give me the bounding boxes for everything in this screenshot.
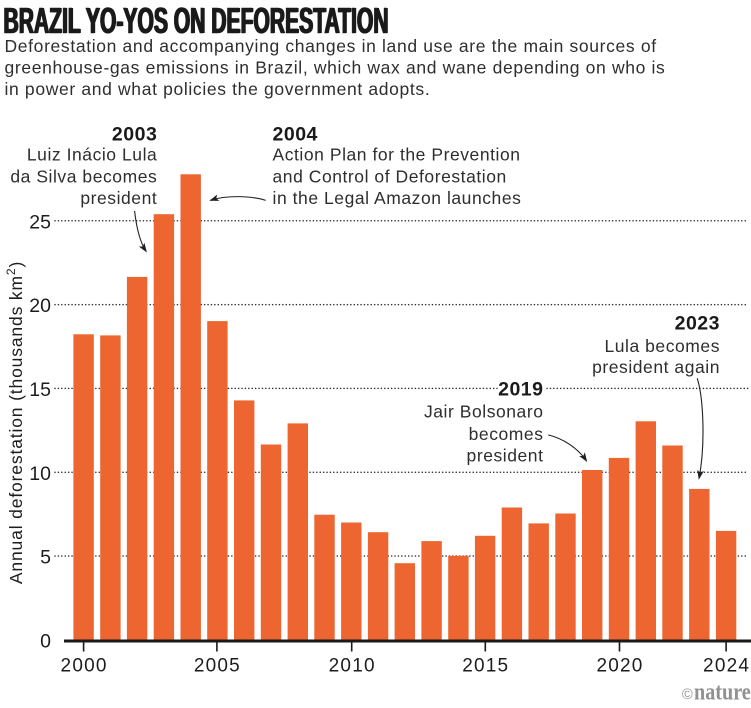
svg-text:BRAZIL YO-YOS ON DEFORESTATION: BRAZIL YO-YOS ON DEFORESTATION	[3, 1, 388, 41]
svg-text:5: 5	[40, 547, 51, 569]
svg-text:Deforestation and accompanying: Deforestation and accompanying changes i…	[5, 36, 657, 56]
svg-text:president again: president again	[592, 357, 720, 377]
svg-text:and Control of Deforestation: and Control of Deforestation	[273, 166, 507, 186]
svg-text:nature: nature	[694, 678, 751, 705]
svg-text:2023: 2023	[675, 313, 720, 335]
svg-text:25: 25	[29, 211, 51, 233]
svg-text:2004: 2004	[273, 123, 318, 145]
svg-text:president: president	[80, 188, 157, 208]
svg-text:Action Plan for the Prevention: Action Plan for the Prevention	[273, 145, 521, 165]
svg-text:Jair Bolsonaro: Jair Bolsonaro	[424, 402, 544, 422]
svg-text:president: president	[467, 446, 544, 466]
svg-text:2024: 2024	[703, 656, 750, 677]
svg-text:da Silva becomes: da Silva becomes	[10, 166, 157, 186]
svg-text:BRAZIL YO-YOS ON DEFORESTATION: BRAZIL YO-YOS ON DEFORESTATION	[4, 1, 389, 41]
svg-text:20: 20	[29, 295, 51, 317]
svg-text:10: 10	[29, 463, 51, 485]
svg-text:2020: 2020	[596, 656, 643, 677]
svg-text:2000: 2000	[61, 656, 108, 677]
svg-text:Lula becomes: Lula becomes	[604, 336, 720, 356]
svg-text:0: 0	[40, 630, 51, 652]
svg-text:2005: 2005	[194, 656, 241, 677]
svg-text:2019: 2019	[498, 378, 543, 400]
svg-text:in the Legal Amazon launches: in the Legal Amazon launches	[273, 188, 522, 208]
svg-text:Annual deforestation (thousand: Annual deforestation (thousands km2)	[4, 261, 26, 584]
svg-text:Luiz Inácio Lula: Luiz Inácio Lula	[27, 145, 157, 165]
svg-text:2010: 2010	[329, 656, 376, 677]
svg-text:greenhouse-gas emissions in Br: greenhouse-gas emissions in Brazil, whic…	[5, 58, 666, 78]
svg-text:in power and what policies the: in power and what policies the governmen…	[5, 79, 431, 99]
svg-text:becomes: becomes	[469, 424, 544, 444]
svg-text:©: ©	[682, 687, 693, 703]
svg-text:2003: 2003	[112, 123, 157, 145]
svg-text:15: 15	[29, 379, 51, 401]
svg-text:2015: 2015	[462, 656, 509, 677]
